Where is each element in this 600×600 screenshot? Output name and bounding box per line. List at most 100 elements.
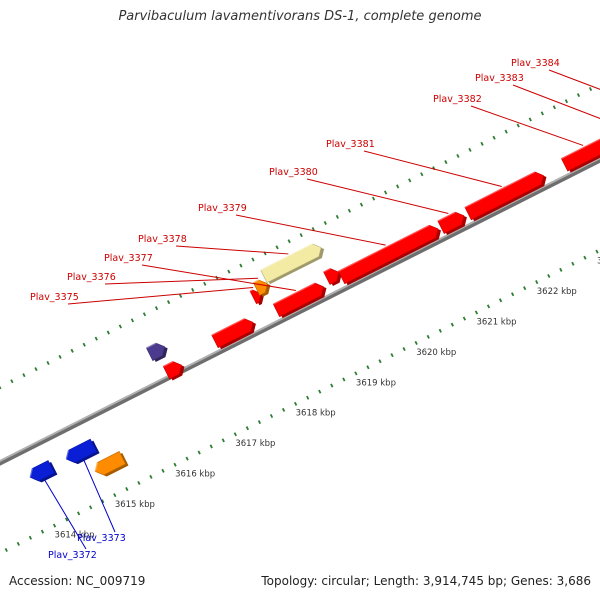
leader-line-Plav_3382 (470, 105, 584, 146)
minor-tick (456, 153, 460, 158)
leader-line-Plav_3378 (175, 245, 289, 255)
minor-tick (354, 371, 358, 376)
genome-backbone (0, 156, 600, 466)
gene-Plav_3372[interactable] (29, 460, 58, 483)
gene-feature-18[interactable] (94, 451, 129, 477)
gene-label-Plav_3373[interactable]: Plav_3373 (77, 533, 126, 544)
forward-track-ticks (0, 86, 593, 390)
gene-label-Plav_3380[interactable]: Plav_3380 (269, 167, 318, 178)
scale-label-3623: 3623 kbp (597, 257, 600, 267)
minor-tick (227, 269, 231, 274)
minor-tick (40, 529, 45, 534)
minor-tick (547, 273, 551, 278)
minor-tick (251, 257, 255, 262)
leader-line-Plav_3383 (512, 84, 600, 119)
gene-feature-5[interactable] (323, 268, 342, 287)
gene-Plav_3381[interactable] (464, 171, 547, 222)
gene-arrow-highlight (437, 211, 456, 222)
gene-arrow[interactable] (260, 243, 322, 284)
minor-tick (299, 233, 303, 238)
minor-tick (28, 535, 33, 540)
minor-tick (22, 373, 26, 378)
minor-tick (0, 385, 2, 390)
gene-label-Plav_3384[interactable]: Plav_3384 (511, 58, 560, 69)
minor-tick (335, 214, 339, 219)
gene-arrow-highlight (323, 268, 331, 273)
gene-Plav_3373[interactable] (65, 438, 100, 465)
minor-tick (94, 336, 98, 341)
gene-features (29, 138, 600, 483)
gene-Plav_3380[interactable] (437, 211, 467, 236)
minor-tick (70, 348, 74, 353)
minor-tick (166, 300, 171, 305)
gene-label-Plav_3381[interactable]: Plav_3381 (326, 139, 375, 150)
gene-label-Plav_3372[interactable]: Plav_3372 (48, 550, 97, 561)
gene-arrow[interactable] (94, 451, 126, 476)
minor-tick (540, 111, 544, 116)
minor-tick (528, 117, 532, 122)
minor-tick (511, 292, 515, 297)
gene-arrow-highlight (162, 361, 174, 367)
minor-tick (64, 517, 69, 522)
genome-title: Parvibaculum lavamentivorans DS-1, compl… (118, 9, 482, 24)
gene-label-Plav_3377[interactable]: Plav_3377 (104, 253, 153, 264)
minor-tick (281, 407, 286, 412)
gene-label-Plav_3382[interactable]: Plav_3382 (433, 94, 482, 105)
minor-tick (408, 178, 412, 183)
scale-label-3615: 3615 kbp (115, 500, 155, 510)
minor-tick (34, 367, 38, 372)
minor-tick (390, 353, 394, 358)
minor-tick (444, 160, 448, 165)
gene-label-Plav_3383[interactable]: Plav_3383 (475, 73, 524, 84)
minor-tick (306, 395, 310, 400)
leader-line-Plav_3380 (306, 178, 449, 214)
gene-arrow-highlight (561, 138, 600, 160)
minor-tick (323, 220, 327, 225)
gene-label-Plav_3378[interactable]: Plav_3378 (138, 234, 187, 245)
minor-tick (378, 359, 382, 364)
minor-tick (342, 377, 346, 382)
gene-feature-0[interactable] (211, 318, 256, 350)
gene-label-Plav_3376[interactable]: Plav_3376 (67, 272, 116, 283)
minor-tick (576, 93, 581, 98)
minor-tick (371, 196, 376, 201)
minor-tick (52, 523, 57, 528)
leader-line-Plav_3376 (104, 277, 258, 285)
gene-arrow[interactable] (337, 224, 439, 285)
gene-feature-15[interactable] (162, 361, 185, 381)
minor-tick (191, 287, 195, 292)
gene-arrow-highlight (65, 450, 70, 460)
kbp-scale: 3614 kbp 3615 kbp 3616 kbp 3617 kbp 3618 kbp… (55, 257, 600, 541)
minor-tick (125, 487, 129, 492)
minor-tick (571, 261, 575, 266)
minor-tick (311, 227, 315, 232)
scale-label-3616: 3616 kbp (175, 470, 215, 480)
minor-tick (462, 316, 467, 321)
gene-label-Plav_3379[interactable]: Plav_3379 (198, 203, 247, 214)
minor-tick (137, 480, 141, 485)
minor-tick (359, 202, 364, 207)
gene-Plav_3379[interactable] (337, 224, 441, 286)
accession-text: Accession: NC_009719 (9, 574, 146, 588)
leader-line-Plav_3379 (235, 214, 386, 246)
minor-tick (438, 328, 442, 333)
minor-tick (4, 547, 8, 552)
gene-feature-14[interactable] (146, 342, 168, 363)
minor-tick (552, 105, 556, 110)
gene-label-Plav_3375[interactable]: Plav_3375 (30, 292, 79, 303)
scale-label-3620: 3620 kbp (416, 348, 456, 358)
gene-arrow-highlight (249, 289, 253, 292)
minor-tick (185, 456, 189, 461)
minor-tick (130, 318, 135, 323)
gene-arrow[interactable] (65, 438, 98, 463)
minor-tick (209, 444, 213, 449)
gene-Plav_3377[interactable] (272, 282, 327, 319)
gene-Plav_3378[interactable] (260, 243, 325, 285)
minor-tick (420, 172, 424, 177)
minor-tick (396, 184, 400, 189)
minor-tick (173, 462, 177, 467)
gene-Plav_3382[interactable] (561, 138, 600, 173)
gene-Plav_3375[interactable] (249, 289, 265, 306)
scale-label-3619: 3619 kbp (356, 378, 396, 388)
